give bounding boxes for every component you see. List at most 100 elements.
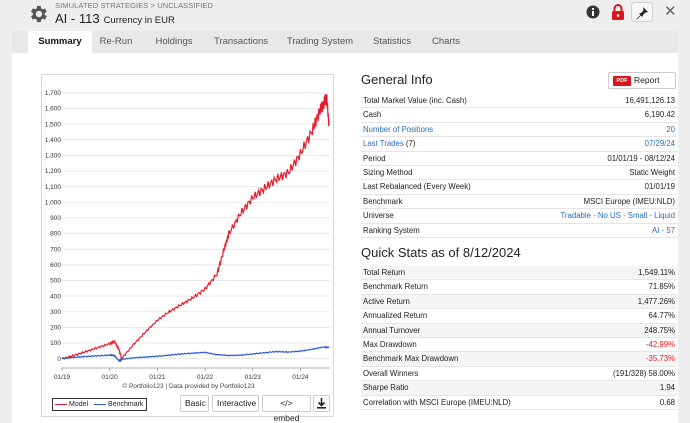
table-row: Active Return 1,477.26% bbox=[361, 294, 677, 310]
table-row: Cash 6,190.42 bbox=[361, 108, 677, 123]
y-tick-label: 1,600 bbox=[45, 106, 62, 113]
row-label: Benchmark Return bbox=[363, 282, 429, 292]
row-value: 64.77% bbox=[648, 311, 675, 321]
row-label: Benchmark Max Drawdown bbox=[363, 354, 459, 364]
row-value: Static Weight bbox=[629, 167, 675, 177]
pdf-report-button[interactable]: PDF Report bbox=[608, 72, 676, 89]
legend-benchmark-swatch bbox=[94, 403, 107, 405]
table-row: Sharpe Ratio 1.94 bbox=[361, 381, 677, 396]
row-value: 248.75% bbox=[644, 325, 675, 335]
tab-summary[interactable]: Summary bbox=[28, 31, 92, 53]
row-value: (191/328) 58.00% bbox=[613, 368, 675, 378]
row-label: Annualized Return bbox=[363, 311, 428, 321]
legend-benchmark-label[interactable]: Benchmark bbox=[108, 401, 144, 408]
y-tick-label: 1,100 bbox=[45, 184, 62, 191]
table-row: Period 01/01/19 - 08/12/24 bbox=[361, 152, 677, 166]
y-tick-label: 1,200 bbox=[45, 168, 62, 175]
breadcrumb: SIMULATED STRATEGIES > UNCLASSIFIED bbox=[55, 1, 214, 10]
table-row: Number of Positions 20 bbox=[361, 123, 677, 138]
number-of-positions-link[interactable]: Number of Positions bbox=[363, 124, 434, 134]
y-tick-label: 1,300 bbox=[45, 153, 62, 160]
y-tick-label: 400 bbox=[50, 293, 61, 300]
table-row: Sizing Method Static Weight bbox=[361, 166, 677, 181]
ranking-system-link[interactable]: AI - 57 bbox=[652, 225, 675, 235]
x-tick-label: 01/23 bbox=[245, 374, 262, 381]
y-tick-label: 500 bbox=[50, 278, 61, 285]
table-row: Correlation with MSCI Europe (IMEU:NLD) 0… bbox=[361, 396, 677, 410]
report-label: Report bbox=[634, 75, 660, 85]
page-title: AI - 113 bbox=[55, 11, 100, 26]
y-tick-label: 1,500 bbox=[45, 121, 62, 128]
basic-button[interactable]: Basic bbox=[180, 395, 209, 412]
download-button[interactable] bbox=[313, 395, 330, 412]
tab-transactions[interactable]: Transactions bbox=[213, 36, 269, 47]
tab-re-run[interactable]: Re-Run bbox=[99, 36, 133, 47]
y-tick-label: 200 bbox=[50, 325, 61, 332]
quick-stats-table: Total Return 1,549.11% Benchmark Return 71… bbox=[361, 266, 677, 410]
row-value: -35.73% bbox=[645, 354, 675, 364]
lock-icon[interactable] bbox=[611, 4, 625, 20]
info-icon[interactable] bbox=[586, 5, 600, 19]
row-label: Universe bbox=[363, 211, 394, 221]
y-tick-label: 700 bbox=[50, 246, 61, 253]
row-label: Benchmark bbox=[363, 196, 403, 206]
performance-chart: 0 100 200 300 400 500 600 700 800 900 1,000 1,100 1,… bbox=[41, 74, 334, 417]
y-tick-label: 1,000 bbox=[45, 199, 62, 206]
universe-link[interactable]: Tradable - No US - Small - Liquid bbox=[560, 211, 675, 221]
row-label: Cash bbox=[363, 110, 382, 120]
general-info-table: Total Market Value (inc. Cash) 16,491,126… bbox=[361, 94, 677, 238]
last-trades-link[interactable]: Last Trades bbox=[363, 139, 404, 149]
row-label: Total Return bbox=[363, 268, 406, 277]
general-info-title: General Info bbox=[361, 72, 433, 87]
y-tick-label: 0 bbox=[57, 356, 61, 363]
tab-charts[interactable]: Charts bbox=[432, 36, 460, 47]
row-label: Sharpe Ratio bbox=[363, 383, 409, 393]
page-subtitle: Currency in EUR bbox=[103, 15, 175, 26]
x-tick-label: 01/24 bbox=[292, 374, 309, 381]
table-row: Annualized Return 64.77% bbox=[361, 309, 677, 324]
tab-holdings[interactable]: Holdings bbox=[155, 36, 193, 47]
tab-trading-system[interactable]: Trading System bbox=[286, 36, 354, 47]
row-label: Sizing Method bbox=[363, 167, 413, 177]
row-label: Max Drawdown bbox=[363, 339, 417, 349]
y-tick-label: 1,700 bbox=[45, 90, 62, 97]
download-icon bbox=[317, 398, 326, 409]
row-label: Annual Turnover bbox=[363, 325, 421, 335]
row-value: 0.68 bbox=[659, 397, 675, 407]
table-row: Last Rebalanced (Every Week) 01/01/19 bbox=[361, 180, 677, 195]
legend-model-label[interactable]: Model bbox=[69, 401, 89, 408]
table-row: Ranking System AI - 57 bbox=[361, 224, 677, 238]
interactive-button[interactable]: Interactive bbox=[212, 395, 259, 412]
legend-model-swatch bbox=[55, 403, 67, 405]
table-row: Universe Tradable - No US - Small - Liqui… bbox=[361, 209, 677, 224]
row-label: Ranking System bbox=[363, 225, 420, 235]
x-tick-label: 01/20 bbox=[102, 374, 119, 381]
chart-svg: 0 100 200 300 400 500 600 700 800 900 1,000 1,100 1,… bbox=[45, 90, 330, 381]
tab-statistics[interactable]: Statistics bbox=[372, 36, 411, 47]
gear-icon[interactable] bbox=[27, 3, 49, 25]
row-value: MSCI Europe (IMEU:NLD) bbox=[583, 196, 675, 206]
positions-count-link[interactable]: 20 bbox=[666, 124, 675, 134]
model-series-line bbox=[61, 94, 330, 362]
table-row: Benchmark Max Drawdown -35.73% bbox=[361, 352, 677, 367]
embed-button[interactable]: </> embed bbox=[262, 395, 311, 423]
last-trades-date-link[interactable]: 07/29/24 bbox=[644, 139, 675, 149]
row-label-wrap: Last Trades (7) bbox=[363, 137, 415, 151]
row-value: -42.99% bbox=[645, 339, 675, 349]
y-tick-label: 300 bbox=[50, 309, 61, 316]
row-value: 16,491,126.13 bbox=[625, 96, 675, 105]
row-label: Period bbox=[363, 153, 386, 163]
row-value: 1.94 bbox=[659, 383, 675, 393]
header: SIMULATED STRATEGIES > UNCLASSIFIED AI -… bbox=[0, 0, 690, 30]
close-icon[interactable]: ✕ bbox=[664, 3, 677, 20]
chart-legend: Model Benchmark bbox=[52, 398, 147, 411]
pin-button[interactable] bbox=[631, 2, 653, 22]
table-row: Total Return 1,549.11% bbox=[361, 266, 677, 281]
pdf-icon: PDF bbox=[613, 76, 631, 86]
chart-credit: © Portfolio123 | Data provided by Portfo… bbox=[122, 383, 255, 390]
table-row: Total Market Value (inc. Cash) 16,491,126… bbox=[361, 94, 677, 109]
y-tick-label: 600 bbox=[50, 262, 61, 269]
row-value: 1,549.11% bbox=[638, 268, 675, 277]
x-tick-label: 01/22 bbox=[197, 374, 214, 381]
pin-icon bbox=[636, 7, 648, 20]
